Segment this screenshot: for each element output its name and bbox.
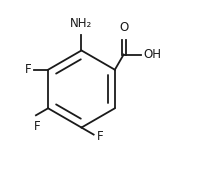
Text: NH₂: NH₂ <box>70 17 93 30</box>
Text: F: F <box>97 130 103 143</box>
Text: OH: OH <box>143 48 161 61</box>
Text: O: O <box>119 21 128 34</box>
Text: F: F <box>25 63 31 76</box>
Text: F: F <box>33 120 40 133</box>
